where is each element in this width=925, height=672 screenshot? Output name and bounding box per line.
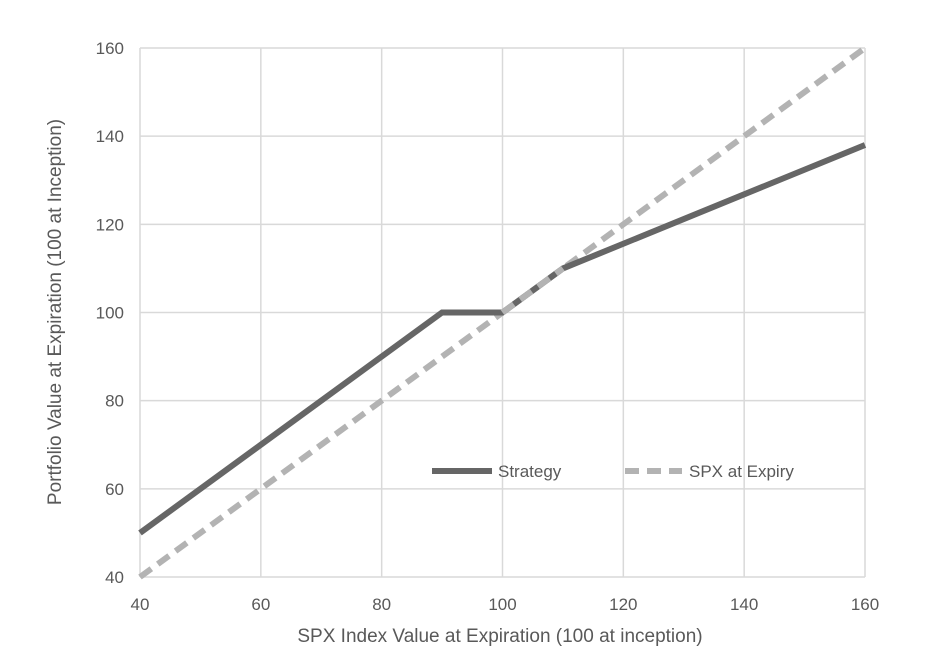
y-tick-label: 40 xyxy=(105,568,124,587)
series-lines xyxy=(138,45,867,580)
legend: Strategy SPX at Expiry xyxy=(432,462,794,481)
y-tick-label: 80 xyxy=(105,392,124,411)
y-tick-label: 120 xyxy=(96,215,124,234)
x-axis-label: SPX Index Value at Expiration (100 at in… xyxy=(297,626,702,647)
gridlines xyxy=(139,47,866,578)
y-tick-label: 100 xyxy=(96,304,124,323)
x-tick-label: 80 xyxy=(372,595,391,614)
legend-label: SPX at Expiry xyxy=(689,462,794,481)
y-tick-label: 60 xyxy=(105,480,124,499)
y-tick-label: 160 xyxy=(96,39,124,58)
x-tick-labels: 40 60 80 100 120 140 160 xyxy=(131,595,880,614)
y-axis-label: Portfolio Value at Expiration (100 at In… xyxy=(45,119,66,505)
series-overlap-dashes xyxy=(500,265,565,315)
x-tick-label: 60 xyxy=(251,595,270,614)
y-tick-label: 140 xyxy=(96,127,124,146)
x-tick-label: 100 xyxy=(488,595,516,614)
x-tick-label: 40 xyxy=(131,595,150,614)
legend-label: Strategy xyxy=(498,462,562,481)
x-tick-label: 140 xyxy=(730,595,758,614)
x-tick-label: 120 xyxy=(609,595,637,614)
x-tick-label: 160 xyxy=(851,595,879,614)
y-tick-labels: 40 60 80 100 120 140 160 xyxy=(96,39,124,587)
